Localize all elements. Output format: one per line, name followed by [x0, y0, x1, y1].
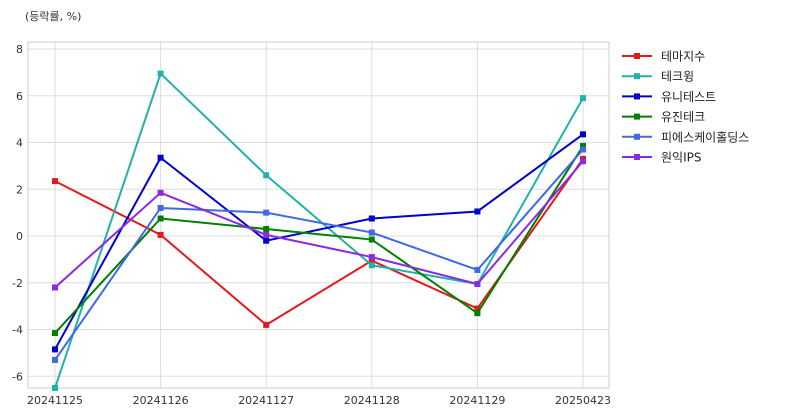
y-tick-labels: -6 -4 -2 0 2 4 6 8: [12, 43, 23, 383]
data-point: [474, 208, 481, 215]
data-point: [263, 209, 270, 216]
x-tick-label: 20241126: [133, 394, 189, 407]
series-group: [52, 70, 586, 391]
x-tick-label: 20241128: [344, 394, 400, 407]
legend-swatch-marker: [634, 53, 640, 59]
x-tick-label: 20241129: [449, 394, 505, 407]
legend-swatch-marker: [634, 154, 640, 160]
series-line: [54, 71, 584, 389]
series-group: [52, 146, 586, 363]
series-group: [52, 131, 586, 353]
y-tick-label: 0: [16, 230, 23, 243]
data-point: [474, 310, 481, 317]
data-point: [263, 226, 270, 233]
plot-area: [27, 41, 610, 389]
series-line: [54, 158, 584, 327]
data-point: [580, 143, 586, 150]
data-point: [580, 95, 586, 102]
legend-swatch-marker: [634, 93, 640, 100]
legend-label: 유니테스트: [661, 90, 716, 104]
x-tick-label: 20241125: [27, 394, 83, 407]
data-point: [52, 385, 58, 391]
data-point: [263, 237, 270, 244]
legend-item: 테크윙: [622, 70, 694, 84]
legend-label: 원익IPS: [661, 151, 701, 165]
x-tick-label: 20250423: [555, 394, 611, 407]
data-point: [52, 356, 58, 363]
y-tick-label: 6: [16, 90, 23, 103]
data-point: [157, 215, 164, 222]
y-tick-label: 4: [16, 137, 23, 150]
data-point: [368, 236, 375, 243]
data-point: [263, 231, 270, 238]
series-group: [52, 143, 586, 337]
legend-label: 유진테크: [661, 110, 705, 124]
data-point: [52, 284, 58, 291]
grid-lines: [28, 42, 609, 388]
series-line: [54, 148, 584, 361]
legend-label: 테크윙: [661, 70, 694, 84]
series-line: [54, 133, 584, 350]
legend-item: 테마지수: [622, 50, 705, 64]
data-point: [474, 266, 481, 273]
data-point: [157, 154, 164, 161]
x-tick-labels: 20241125 20241126 20241127 20241128 20241129…: [27, 394, 611, 407]
y-tick-label: -2: [12, 277, 23, 290]
series-line: [54, 145, 584, 334]
legend-swatch-marker: [634, 113, 640, 120]
series-group: [52, 158, 586, 291]
legend-swatch-marker: [634, 73, 640, 80]
data-point: [157, 204, 164, 211]
data-point: [368, 254, 375, 261]
data-point: [580, 131, 586, 138]
data-point: [52, 330, 58, 337]
data-point: [263, 321, 270, 328]
series-lines: [52, 70, 586, 391]
data-point: [52, 346, 58, 353]
data-point: [263, 172, 270, 179]
series-group: [52, 155, 586, 328]
data-point: [368, 257, 375, 264]
data-point: [157, 231, 164, 238]
legend-item: 유진테크: [622, 110, 705, 124]
data-point: [52, 178, 58, 185]
legend-item: 피에스케이홀딩스: [622, 130, 749, 144]
y-tick-label: -4: [12, 324, 23, 337]
legend-label: 피에스케이홀딩스: [661, 130, 749, 144]
legend-item: 유니테스트: [622, 90, 716, 104]
legend-item: 원익IPS: [622, 151, 701, 165]
series-line: [54, 160, 584, 289]
y-tick-label: 8: [16, 43, 23, 56]
data-point: [157, 70, 164, 77]
data-point: [157, 189, 164, 196]
data-point: [580, 146, 586, 153]
y-tick-label: -6: [12, 370, 23, 383]
data-point: [474, 305, 481, 312]
legend-swatch-marker: [634, 133, 640, 140]
data-point: [368, 229, 375, 236]
x-tick-label: 20241127: [238, 394, 294, 407]
data-point: [368, 262, 375, 269]
y-tick-label: 2: [16, 183, 23, 196]
data-point: [580, 158, 586, 165]
legend-label: 테마지수: [661, 50, 705, 64]
data-point: [368, 215, 375, 222]
y-axis-label: (등락률, %): [25, 10, 81, 23]
data-point: [474, 280, 481, 287]
